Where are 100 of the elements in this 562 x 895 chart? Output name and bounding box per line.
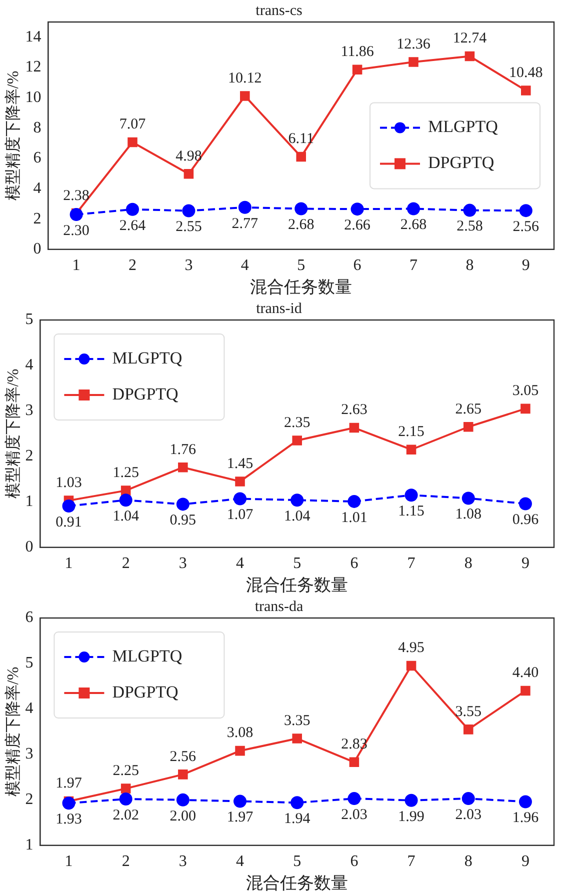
y-tick-label: 1	[25, 836, 34, 854]
data-label: 2.00	[170, 808, 196, 824]
y-axis-title: 模型精度下降率/%	[4, 666, 22, 797]
data-label: 11.86	[340, 44, 374, 60]
data-label: 2.25	[112, 762, 139, 779]
data-label: 2.55	[176, 219, 202, 236]
data-label: 2.68	[400, 217, 427, 234]
data-label: 1.97	[56, 776, 82, 792]
x-tick-label: 2	[122, 853, 130, 870]
y-tick-label: 5	[25, 311, 34, 328]
data-label: 0.91	[56, 514, 82, 530]
data-label: 0.95	[170, 512, 196, 529]
y-tick-label: 5	[25, 654, 34, 672]
data-label: 1.45	[226, 456, 254, 472]
data-label: 1.93	[56, 812, 82, 828]
data-label: 0.96	[512, 512, 540, 528]
data-label: 4.98	[176, 148, 202, 164]
x-tick-label: 5	[293, 853, 302, 870]
data-label: 7.07	[119, 116, 146, 133]
legend-label: MLGPTQ	[112, 646, 182, 666]
data-label: 10.12	[228, 70, 262, 86]
y-tick-label: 14	[25, 28, 42, 46]
data-label: 1.96	[512, 810, 540, 826]
data-label: 3.35	[284, 712, 310, 729]
data-label: 2.38	[63, 188, 90, 204]
legend-label: MLGPTQ	[112, 348, 182, 368]
legend-label: DPGPTQ	[112, 682, 178, 702]
y-tick-label: 1	[25, 493, 34, 510]
x-tick-label: 7	[407, 853, 416, 870]
data-label: 1.15	[398, 504, 424, 520]
data-label: 10.48	[509, 64, 543, 81]
y-tick-label: 2	[33, 210, 42, 228]
x-tick-label: 1	[72, 257, 80, 274]
x-tick-label: 4	[240, 257, 249, 274]
data-label: 1.94	[284, 811, 311, 828]
x-axis-title: 混合任务数量	[250, 277, 352, 296]
x-tick-label: 6	[353, 257, 362, 274]
y-tick-label: 8	[33, 119, 42, 136]
chart-title: trans-cs	[256, 2, 302, 19]
data-label: 2.68	[288, 217, 314, 234]
x-tick-label: 3	[184, 257, 193, 274]
data-label: 6.11	[288, 131, 314, 148]
chart-title: trans-id	[256, 300, 302, 317]
data-label: 2.65	[455, 401, 482, 418]
x-tick-label: 6	[350, 555, 358, 572]
data-label: 2.56	[170, 748, 197, 765]
data-label: 2.03	[455, 806, 482, 823]
data-label: 12.74	[452, 30, 488, 47]
data-label: 1.97	[226, 810, 254, 826]
data-label: 3.55	[455, 704, 482, 720]
data-label: 1.07	[226, 507, 254, 524]
x-tick-label: 3	[178, 555, 187, 572]
y-tick-label: 3	[25, 746, 34, 763]
data-label: 3.08	[226, 725, 254, 742]
data-label: 1.04	[112, 508, 140, 525]
x-tick-label: 1	[64, 853, 73, 870]
x-tick-label: 7	[407, 555, 416, 572]
data-label: 12.36	[396, 36, 431, 52]
data-label: 2.15	[398, 424, 424, 440]
data-label: 1.04	[284, 508, 311, 525]
x-tick-label: 9	[522, 257, 530, 274]
data-label: 2.63	[341, 402, 368, 418]
x-tick-label: 9	[521, 853, 530, 870]
x-tick-label: 1	[64, 555, 73, 572]
x-tick-label: 8	[464, 555, 472, 572]
y-tick-label: 4	[33, 180, 42, 197]
y-tick-label: 2	[25, 791, 34, 808]
y-tick-label: 3	[25, 402, 34, 420]
y-tick-label: 0	[25, 538, 34, 556]
data-label: 2.58	[456, 218, 483, 235]
chart-title: trans-da	[254, 598, 304, 615]
x-tick-label: 4	[236, 853, 244, 870]
x-tick-label: 3	[178, 853, 187, 870]
x-tick-label: 8	[466, 257, 474, 274]
legend-label: MLGPTQ	[428, 117, 498, 136]
x-tick-label: 5	[293, 555, 302, 572]
y-axis-title: 模型精度下降率/%	[4, 368, 22, 499]
data-label: 4.95	[398, 640, 424, 656]
y-tick-label: 12	[25, 58, 42, 76]
data-label: 3.05	[512, 383, 539, 400]
data-label: 1.99	[398, 808, 424, 825]
x-tick-label: 8	[464, 853, 472, 870]
x-axis-title: 混合任务数量	[246, 873, 348, 892]
y-tick-label: 0	[33, 240, 42, 258]
data-label: 1.76	[170, 442, 197, 458]
data-label: 2.66	[344, 218, 371, 234]
x-tick-label: 4	[236, 555, 244, 572]
x-axis-title: 混合任务数量	[246, 575, 348, 594]
data-label: 1.08	[455, 506, 482, 523]
data-label: 1.25	[112, 464, 139, 481]
y-axis-title: 模型精度下降率/%	[4, 70, 22, 201]
data-label: 2.02	[112, 807, 139, 824]
x-tick-label: 7	[410, 257, 418, 274]
data-label: 2.30	[63, 222, 90, 239]
data-label: 1.01	[341, 510, 368, 526]
legend-label: DPGPTQ	[112, 384, 178, 404]
data-label: 1.03	[56, 474, 82, 491]
x-tick-label: 2	[128, 257, 136, 274]
y-tick-label: 4	[25, 356, 34, 374]
data-label: 2.77	[232, 216, 259, 232]
